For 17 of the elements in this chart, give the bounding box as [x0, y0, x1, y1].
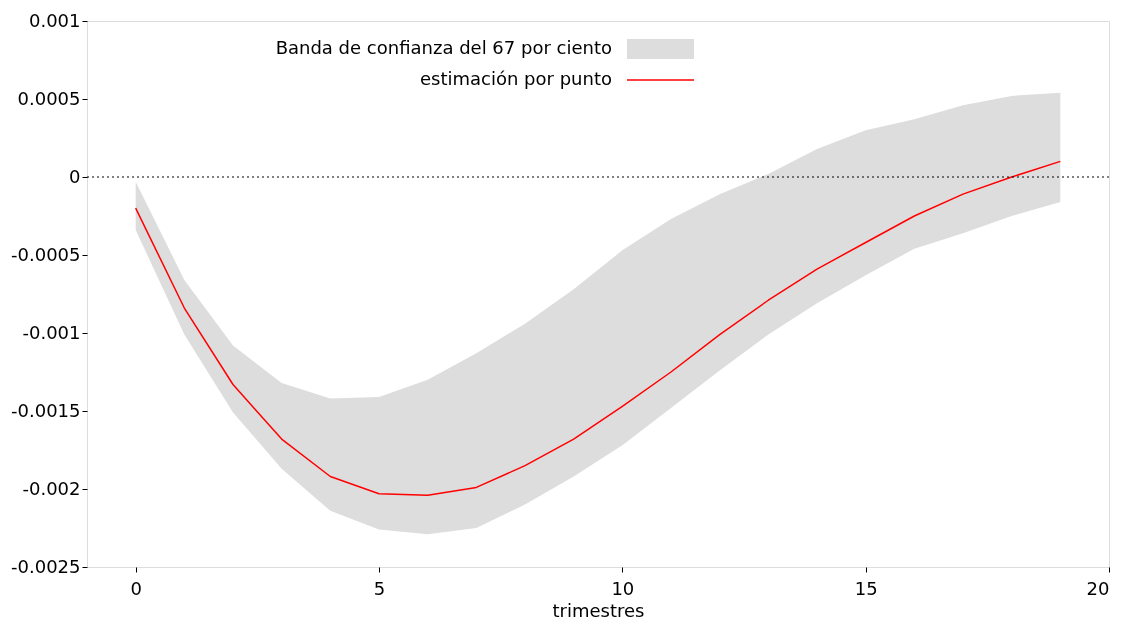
- x-tick-label: 15: [854, 577, 878, 599]
- y-tick-label: 0.0005: [17, 87, 81, 109]
- x-tick-label: 5: [373, 577, 386, 599]
- x-tick-label: 10: [611, 577, 635, 599]
- y-tick-label: -0.0015: [11, 399, 81, 421]
- x-axis-title: trimestres: [552, 599, 645, 621]
- line-series: [134, 160, 1062, 496]
- x-tick-label: 0: [130, 577, 142, 599]
- legend-label: estimación por punto: [420, 68, 612, 89]
- y-tick-label: -0.0025: [11, 555, 81, 577]
- x-tick-label: 20: [1086, 577, 1110, 599]
- annotation: Banda de confianza del 67 por ciento: [275, 37, 612, 58]
- y-tick-label: -0.001: [22, 321, 81, 343]
- y-tick-label: -0.002: [22, 477, 81, 499]
- y-tick-label: -0.0005: [11, 243, 81, 265]
- y-tick-label: 0.001: [28, 9, 81, 31]
- y-tick-label: 0: [69, 165, 81, 187]
